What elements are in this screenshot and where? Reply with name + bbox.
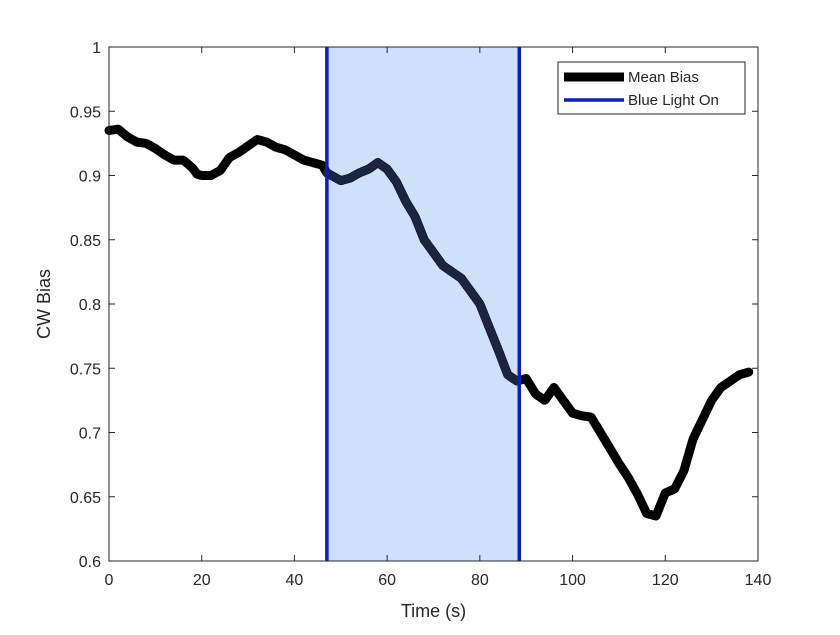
x-tick-label: 60 [378,572,396,589]
x-tick-label: 100 [559,572,586,589]
y-tick-label: 0.9 [79,169,101,186]
x-tick-label: 120 [652,572,679,589]
legend-label-mean-bias: Mean Bias [628,69,699,86]
y-tick-label: 1 [92,40,101,57]
y-tick-label: 0.65 [70,490,101,507]
series-line-mean-bias-shaded [322,158,521,386]
legend-label-blue-light-on: Blue Light On [628,92,719,109]
y-tick-label: 0.8 [79,297,101,314]
y-tick-label: 0.85 [70,233,101,250]
x-tick-label: 80 [471,572,489,589]
y-axis-label: CW Bias [34,269,54,339]
legend-box [557,61,746,115]
blue-light-shaded-region [326,47,520,561]
y-tick-label: 0.7 [79,426,101,443]
x-tick-label: 140 [745,572,772,589]
legend: Mean Bias Blue Light On [557,61,746,115]
x-axis-label: Time (s) [401,601,466,621]
y-tick-label: 0.6 [79,554,101,571]
x-tick-label: 0 [105,572,114,589]
x-tick-label: 20 [193,572,211,589]
y-tick-label: 0.95 [70,104,101,121]
x-tick-label: 40 [286,572,304,589]
y-tick-label: 0.75 [70,361,101,378]
